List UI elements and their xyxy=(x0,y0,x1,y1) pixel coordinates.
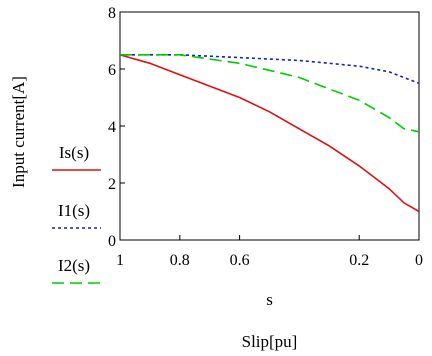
legend-label: Is(s) xyxy=(59,143,89,162)
series-lines xyxy=(119,53,420,213)
y-tick-label: 4 xyxy=(108,119,116,136)
y-tick-label: 8 xyxy=(108,5,116,22)
y-tick-label: 6 xyxy=(108,62,116,79)
y-axis-label: Input current[A] xyxy=(9,76,28,188)
series-line-2 xyxy=(120,53,420,85)
y-tick-label: 2 xyxy=(108,176,116,193)
y-tick-label: 0 xyxy=(108,233,116,250)
plot-area xyxy=(119,11,420,241)
x-tick-label: 1 xyxy=(116,252,124,269)
x-axis-label: s xyxy=(266,290,273,309)
x-tick-label: 0.6 xyxy=(230,252,250,269)
x-tick-label: 0.8 xyxy=(170,252,190,269)
x-tick-label: 0.2 xyxy=(349,252,369,269)
axis-ticks: 1 0.8 0.6 0.2 0 0 2 4 6 8 xyxy=(108,5,423,269)
legend-label: I1(s) xyxy=(58,201,90,220)
legend-label: I2(s) xyxy=(58,256,90,275)
x-tick-label: 0 xyxy=(415,252,423,269)
x-axis-label-secondary: Slip[pu] xyxy=(242,332,298,351)
series-line-1 xyxy=(119,54,420,213)
legend: Is(s) I1(s) I2(s) xyxy=(52,143,101,284)
series-line-3 xyxy=(120,53,420,133)
